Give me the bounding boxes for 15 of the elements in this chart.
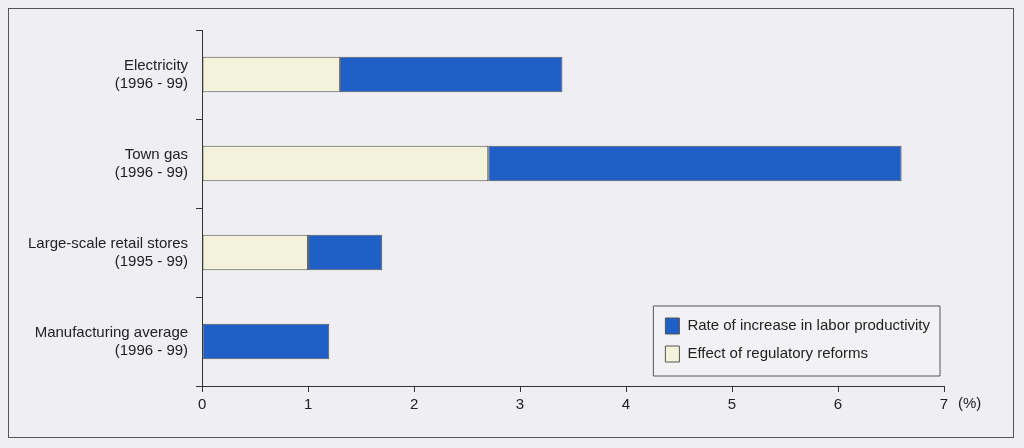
x-tick-label: 4 xyxy=(621,395,631,413)
x-tick-label: 1 xyxy=(303,395,313,413)
x-tick-label: 7 xyxy=(939,395,949,413)
x-tick-label: 0 xyxy=(197,395,207,413)
x-tick-label: 2 xyxy=(409,395,419,413)
y-tick-label: Large-scale retail stores (1995 - 99) xyxy=(27,233,189,269)
x-tick-label: 6 xyxy=(833,395,843,413)
x-tick-label: 5 xyxy=(727,395,737,413)
y-tick-label: Manufacturing average (1996 - 99) xyxy=(34,322,189,358)
y-tick-label: Electricity (1996 - 99) xyxy=(114,55,189,91)
x-axis-title: (%) xyxy=(958,393,982,411)
x-tick-label: 3 xyxy=(515,395,525,413)
legend-label: Effect of regulatory reforms xyxy=(687,344,869,362)
y-tick-label: Town gas (1996 - 99) xyxy=(114,144,189,180)
legend-label: Rate of increase in labor productivity xyxy=(687,316,931,334)
